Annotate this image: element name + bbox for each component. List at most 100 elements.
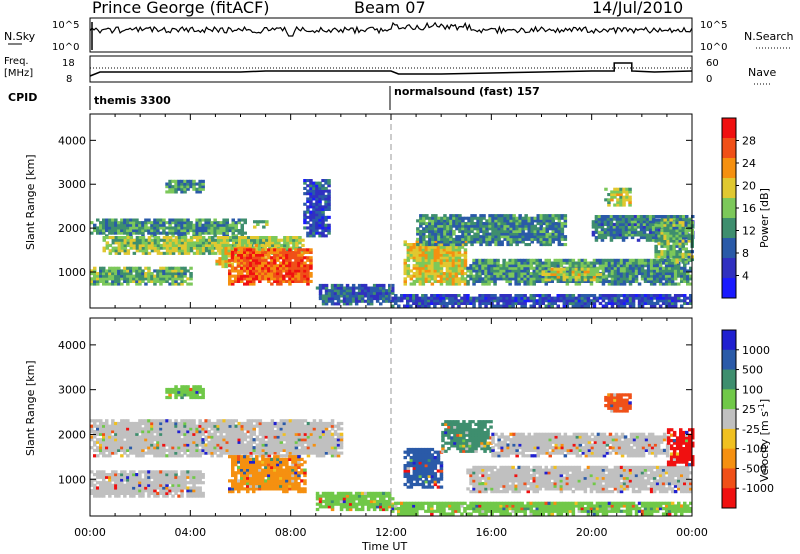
heatmap-cell (339, 294, 344, 298)
heatmap-cell (496, 266, 500, 270)
heatmap-cell (141, 430, 145, 434)
heatmap-cell (673, 299, 678, 303)
heatmap-cell (434, 224, 438, 228)
heatmap-cell (235, 236, 239, 240)
heatmap-cell (309, 226, 313, 230)
heatmap-cell (548, 237, 552, 241)
heatmap-cell (439, 261, 444, 265)
heatmap-cell (300, 256, 304, 260)
heatmap-cell (604, 187, 608, 191)
heatmap-cell (479, 222, 483, 226)
heatmap-cell (258, 250, 262, 254)
heatmap-cell (225, 218, 229, 222)
heatmap-cell (660, 239, 664, 243)
heatmap-cell (565, 258, 570, 262)
heatmap-cell (427, 256, 432, 260)
heatmap-cell (532, 272, 536, 276)
heatmap-cell (309, 272, 313, 276)
heatmap-cell (348, 294, 353, 298)
heatmap-cell (141, 419, 145, 423)
heatmap-cell (484, 264, 488, 268)
heatmap-cell (303, 186, 307, 190)
heatmap-cell (594, 225, 599, 229)
heatmap-cell (243, 266, 247, 270)
heatmap-cell (234, 432, 238, 436)
heatmap-cell (619, 195, 623, 199)
heatmap-cell (102, 438, 106, 442)
heatmap-cell (427, 296, 431, 300)
heatmap-cell (255, 264, 259, 268)
heatmap-cell (168, 435, 172, 439)
heatmap-cell (159, 243, 164, 247)
heatmap-cell (609, 228, 614, 232)
heatmap-cell (607, 261, 612, 265)
heatmap-cell (500, 229, 504, 233)
heatmap-cell (591, 230, 596, 234)
heatmap-cell (589, 267, 594, 271)
heatmap-cell (93, 443, 97, 447)
heatmap-cell (613, 279, 618, 283)
heatmap-cell (363, 299, 368, 303)
heatmap-cell (440, 224, 444, 228)
heatmap-cell (621, 222, 626, 226)
heatmap-cell (267, 256, 271, 260)
heatmap-cell (592, 301, 597, 305)
heatmap-cell (243, 221, 247, 225)
heatmap-cell (108, 443, 112, 447)
heatmap-cell (321, 192, 325, 196)
heatmap-cell (174, 443, 178, 447)
heatmap-cell (598, 279, 603, 283)
heatmap-cell (427, 274, 432, 278)
heatmap-cell (210, 221, 214, 225)
heatmap-cell (591, 233, 596, 237)
heatmap-cell (186, 432, 190, 436)
heatmap-cell (114, 427, 118, 431)
heatmap-cell (419, 216, 423, 220)
heatmap-cell (183, 272, 187, 276)
heatmap-cell (138, 454, 142, 458)
heatmap-cell (108, 269, 112, 273)
heatmap-cell (312, 213, 316, 217)
heatmap-cell (228, 258, 232, 262)
heatmap-cell (515, 222, 519, 226)
heatmap-cell (288, 248, 292, 252)
heatmap-cell (565, 272, 570, 276)
heatmap-cell (454, 266, 459, 270)
heatmap-cell (675, 218, 679, 222)
heatmap-cell (192, 234, 196, 238)
heatmap-cell (312, 226, 316, 230)
heatmap-cell (484, 301, 488, 305)
heatmap-cell (640, 258, 645, 262)
heatmap-cell (600, 220, 605, 224)
heatmap-cell (126, 427, 130, 431)
heatmap-cell (303, 179, 307, 183)
heatmap-cell (126, 249, 131, 253)
heatmap-cell (321, 207, 325, 211)
heatmap-cell (427, 272, 432, 276)
heatmap-cell (619, 294, 624, 298)
heatmap-cell (636, 222, 641, 226)
heatmap-cell (643, 301, 648, 305)
heatmap-cell (481, 279, 485, 283)
heatmap-cell (488, 232, 492, 236)
heatmap-cell (452, 214, 456, 218)
heatmap-cell (574, 299, 579, 303)
heatmap-cell (539, 240, 543, 244)
heatmap-cell (448, 282, 453, 286)
heatmap-cell (111, 282, 115, 286)
heatmap-cell (90, 446, 94, 450)
heatmap-cell (663, 255, 667, 259)
heatmap-cell (409, 294, 413, 298)
heatmap-cell (245, 246, 249, 250)
heatmap-cell (499, 299, 503, 303)
heatmap-cell (336, 294, 341, 298)
heatmap-cell (141, 438, 145, 442)
heatmap-cell (479, 229, 483, 233)
heatmap-cell (230, 262, 234, 266)
heatmap-cell (511, 299, 515, 303)
heatmap-cell (592, 272, 597, 276)
heatmap-cell (318, 194, 322, 198)
heatmap-cell (661, 277, 666, 281)
heatmap-cell (231, 221, 235, 225)
heatmap-cell (663, 244, 667, 248)
